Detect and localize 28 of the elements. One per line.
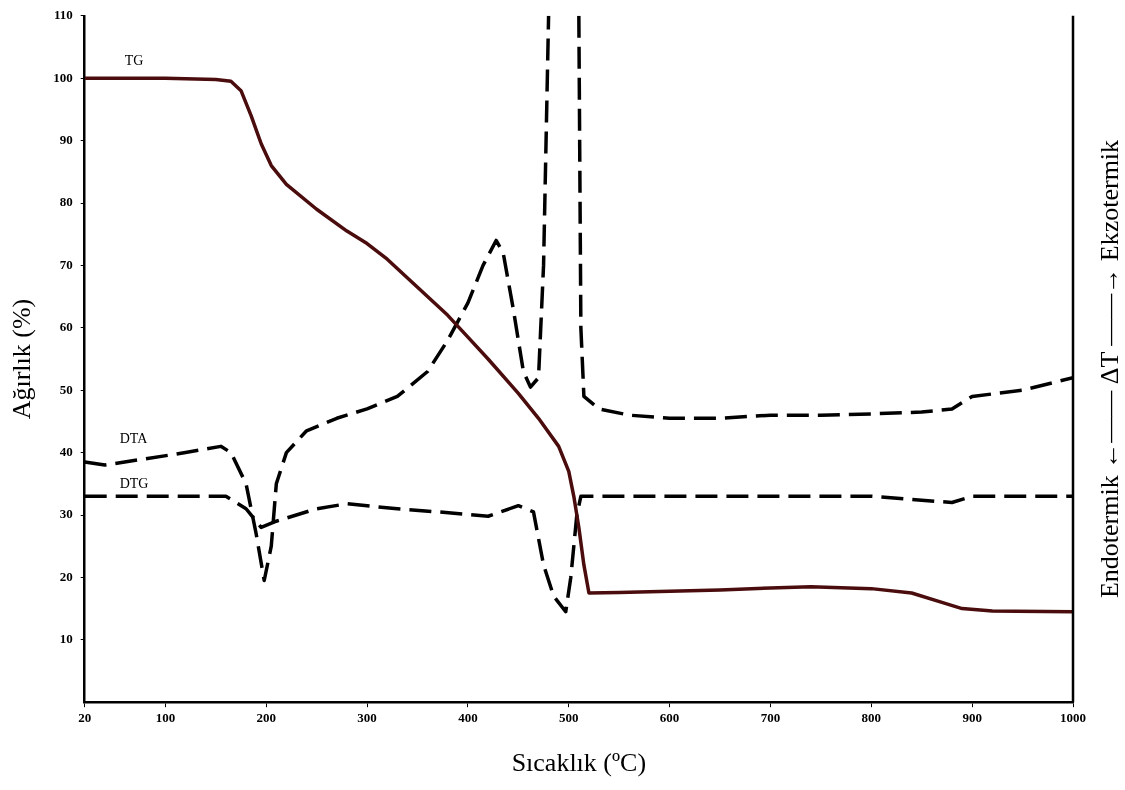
y-tick-label: 40	[59, 443, 73, 459]
series-label: DTG	[119, 475, 149, 491]
y-tick-label: 30	[59, 506, 73, 522]
y-tick-label: 100	[53, 69, 73, 85]
y-tick-label: 20	[59, 568, 73, 584]
x-tick-label: 20	[78, 710, 92, 726]
y-tick-label: 90	[59, 131, 73, 147]
y-tick-label: 110	[53, 7, 73, 23]
y-tick-label: 70	[59, 256, 73, 272]
x-tick-label: 700	[760, 710, 781, 726]
x-tick-label: 200	[256, 710, 276, 726]
y-tick-label: 60	[59, 319, 73, 335]
x-tick-label: 800	[861, 710, 882, 726]
y-tick-label: 10	[59, 631, 73, 647]
x-axis-title: Sıcaklık (ºC)	[511, 748, 647, 778]
x-tick-label: 600	[659, 710, 680, 726]
y2-axis-title: Endotermik ←—— ΔT ——→ Ekzotermik	[1094, 139, 1124, 599]
x-tick-label: 900	[962, 710, 982, 726]
series-label: DTA	[119, 430, 149, 446]
x-tick-label: 500	[559, 710, 579, 726]
series-label: TG	[124, 52, 144, 68]
y-tick-label: 80	[59, 194, 73, 210]
y-tick-label: 50	[59, 381, 73, 397]
x-tick-label: 1000	[1060, 710, 1086, 726]
x-tick-label: 400	[458, 710, 478, 726]
x-tick-label: 300	[357, 710, 377, 726]
x-tick-label: 100	[155, 710, 176, 726]
y-axis-title: Ağırlık (%)	[7, 298, 37, 420]
